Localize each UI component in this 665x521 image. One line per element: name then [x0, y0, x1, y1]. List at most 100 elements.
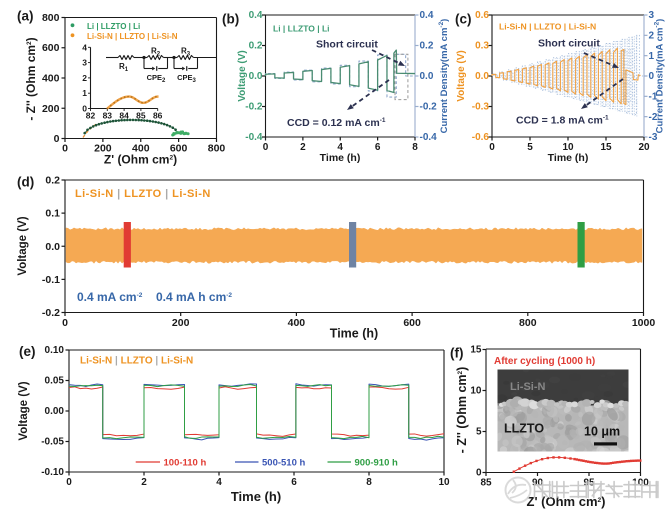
- svg-text:0.4: 0.4: [249, 10, 263, 21]
- svg-text:0: 0: [476, 468, 482, 479]
- svg-text:-0.3: -0.3: [472, 102, 490, 113]
- svg-text:Li-Si-N | LLZTO | Li-Si-N: Li-Si-N | LLZTO | Li-Si-N: [80, 356, 193, 367]
- svg-text:CCD = 1.8 mA cm-1: CCD = 1.8 mA cm-1: [516, 115, 609, 127]
- svg-text:- Z'' (Ohm cm2): - Z'' (Ohm cm2): [455, 367, 469, 454]
- svg-text:20: 20: [638, 142, 650, 153]
- svg-text:95: 95: [583, 478, 595, 489]
- svg-text:Voltage (V): Voltage (V): [17, 216, 29, 275]
- svg-text:82: 82: [86, 111, 96, 121]
- svg-text:600: 600: [170, 143, 188, 155]
- svg-text:0.3: 0.3: [475, 41, 489, 52]
- svg-text:10: 10: [438, 477, 450, 488]
- svg-text:0.05: 0.05: [45, 376, 65, 387]
- svg-text:-0.10: -0.10: [41, 467, 64, 478]
- svg-text:0.4 mA cm-2: 0.4 mA cm-2: [77, 290, 143, 304]
- svg-text:800: 800: [42, 12, 60, 24]
- svg-text:83: 83: [103, 111, 113, 121]
- svg-text:CPE2: CPE2: [147, 73, 166, 84]
- svg-text:(c): (c): [455, 12, 472, 27]
- svg-text:1000: 1000: [632, 317, 656, 329]
- svg-text:CPE3: CPE3: [177, 73, 196, 84]
- svg-text:0: 0: [66, 477, 72, 488]
- svg-text:Time (h): Time (h): [330, 327, 378, 341]
- svg-text:8: 8: [366, 477, 372, 488]
- svg-text:After cycling (1000 h): After cycling (1000 h): [494, 356, 595, 367]
- svg-text:Li-Si-N | LLZTO | Li-Si-N: Li-Si-N | LLZTO | Li-Si-N: [87, 32, 178, 41]
- svg-text:0.1: 0.1: [45, 208, 60, 220]
- svg-text:CCD = 0.12 mA cm-1: CCD = 0.12 mA cm-1: [287, 117, 386, 129]
- svg-text:-0.2: -0.2: [245, 102, 263, 113]
- svg-text:2: 2: [82, 73, 87, 83]
- svg-text:0.0: 0.0: [420, 71, 434, 82]
- svg-text:600: 600: [403, 317, 421, 329]
- svg-text:-0.4: -0.4: [420, 132, 438, 143]
- svg-text:1: 1: [649, 51, 655, 62]
- svg-text:3: 3: [649, 10, 655, 21]
- svg-text:-0.4: -0.4: [245, 132, 263, 143]
- svg-text:100-110 h: 100-110 h: [164, 458, 207, 469]
- svg-text:R3: R3: [181, 47, 191, 58]
- svg-text:0: 0: [649, 71, 655, 82]
- svg-text:(d): (d): [17, 175, 34, 190]
- svg-text:8: 8: [412, 142, 418, 153]
- svg-text:15: 15: [470, 345, 482, 356]
- svg-text:0.2: 0.2: [420, 41, 434, 52]
- svg-text:R1: R1: [119, 62, 129, 73]
- svg-text:Short circuit: Short circuit: [538, 38, 600, 50]
- svg-text:84: 84: [119, 111, 129, 121]
- svg-text:200: 200: [94, 143, 112, 155]
- svg-text:85: 85: [136, 111, 146, 121]
- svg-text:90: 90: [532, 478, 544, 489]
- svg-text:(f): (f): [450, 346, 464, 361]
- svg-text:0.0: 0.0: [475, 71, 489, 82]
- svg-text:0: 0: [62, 143, 68, 155]
- svg-text:Li-Si-N | LLZTO | Li-Si-N: Li-Si-N | LLZTO | Li-Si-N: [499, 22, 596, 32]
- svg-text:400: 400: [132, 143, 150, 155]
- svg-text:4: 4: [82, 42, 87, 52]
- svg-text:0.00: 0.00: [45, 406, 65, 417]
- svg-text:500-510 h: 500-510 h: [262, 458, 306, 469]
- svg-text:0.0: 0.0: [249, 71, 263, 82]
- svg-text:5: 5: [527, 142, 533, 153]
- svg-text:6: 6: [375, 142, 381, 153]
- svg-text:86: 86: [153, 111, 163, 121]
- svg-text:0: 0: [263, 142, 269, 153]
- svg-text:-0.2: -0.2: [420, 102, 438, 113]
- svg-text:0.10: 0.10: [45, 345, 65, 356]
- svg-text:0.0: 0.0: [45, 241, 60, 253]
- svg-text:-2: -2: [649, 112, 658, 123]
- svg-text:- Z'' (Ohm cm2): - Z'' (Ohm cm2): [24, 37, 38, 120]
- svg-text:Time (h): Time (h): [231, 489, 281, 504]
- svg-text:Time (h): Time (h): [320, 152, 361, 164]
- svg-text:-0.1: -0.1: [42, 274, 60, 286]
- svg-text:200: 200: [42, 103, 60, 115]
- svg-text:R2: R2: [151, 47, 161, 58]
- svg-text:0.4: 0.4: [420, 10, 434, 21]
- svg-text:Current Density(mA cm-2): Current Density(mA cm-2): [438, 19, 450, 134]
- svg-text:800: 800: [519, 317, 537, 329]
- svg-text:600: 600: [42, 42, 60, 54]
- svg-text:200: 200: [172, 317, 190, 329]
- svg-text:10: 10: [470, 386, 482, 397]
- svg-text:5: 5: [476, 427, 482, 438]
- svg-text:Voltage (V): Voltage (V): [237, 50, 248, 101]
- svg-text:0: 0: [82, 104, 87, 114]
- svg-text:(a): (a): [17, 9, 34, 24]
- svg-text:-3: -3: [649, 132, 658, 143]
- svg-text:(e): (e): [19, 344, 36, 359]
- svg-text:Li-Si-N: Li-Si-N: [510, 381, 545, 393]
- svg-text:Current Density(mA cm-2): Current Density(mA cm-2): [654, 19, 665, 134]
- svg-text:0.2: 0.2: [45, 175, 60, 187]
- svg-text:2: 2: [649, 31, 655, 42]
- svg-text:0.2: 0.2: [249, 41, 263, 52]
- svg-text:3: 3: [82, 58, 87, 68]
- svg-text:900-910 h: 900-910 h: [355, 458, 399, 469]
- svg-text:-0.05: -0.05: [41, 437, 64, 448]
- svg-text:0: 0: [489, 142, 495, 153]
- svg-text:Short circuit: Short circuit: [316, 39, 378, 51]
- svg-text:100: 100: [632, 478, 649, 489]
- svg-text:LLZTO: LLZTO: [504, 422, 544, 436]
- svg-text:0.6: 0.6: [475, 10, 489, 21]
- svg-text:(b): (b): [222, 12, 239, 27]
- svg-text:0: 0: [54, 133, 60, 145]
